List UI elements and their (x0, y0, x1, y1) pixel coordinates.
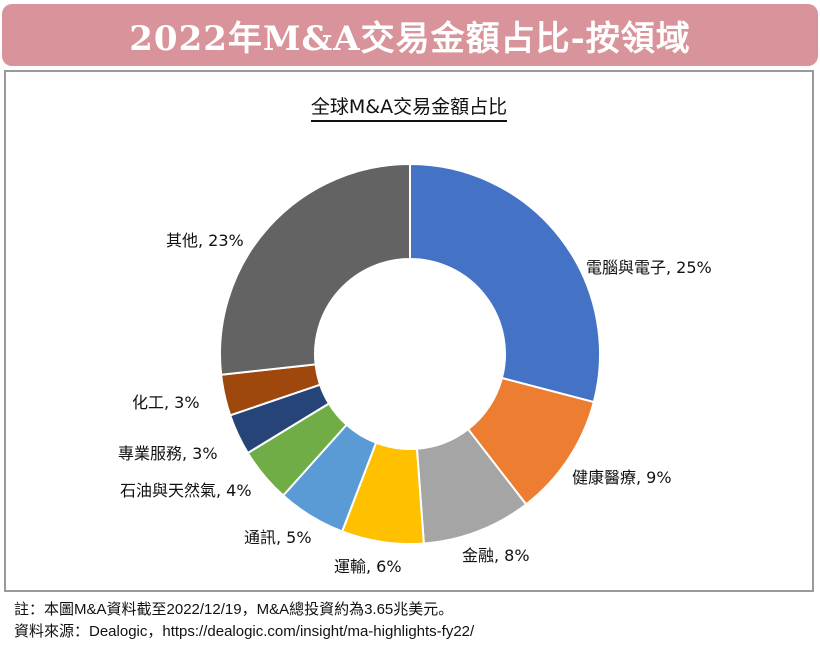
data-label-telecom: 通訊, 5% (244, 528, 312, 547)
donut-slice-8 (219, 162, 411, 376)
footnote-note: 註：本圖M&A資料截至2022/12/19，M&A總投資約為3.65兆美元。 (14, 601, 454, 618)
chart-container: 全球M&A交易金額占比 電腦與電子, 25% 健康醫療, 9% 金融, 8% 運… (4, 70, 814, 592)
page-title: 2022年M&A交易金額占比-按領域 (129, 18, 691, 59)
data-label-professional-services: 專業服務, 3% (118, 444, 218, 463)
data-label-chemicals: 化工, 3% (132, 393, 200, 412)
data-label-healthcare: 健康醫療, 9% (572, 468, 672, 487)
chart-title: 全球M&A交易金額占比 (6, 92, 812, 122)
data-label-other: 其他, 23% (166, 231, 244, 250)
data-label-finance: 金融, 8% (462, 546, 530, 565)
footnote-source: 資料來源：Dealogic，https://dealogic.com/insig… (14, 623, 475, 640)
header-banner: 2022年M&A交易金額占比-按領域 (2, 4, 818, 66)
data-label-transport: 運輸, 6% (334, 557, 402, 576)
donut-slice-0 (409, 162, 601, 404)
data-label-oil-gas: 石油與天然氣, 4% (120, 481, 252, 500)
donut-chart (219, 162, 601, 545)
data-label-computers-electronics: 電腦與電子, 25% (586, 258, 712, 277)
